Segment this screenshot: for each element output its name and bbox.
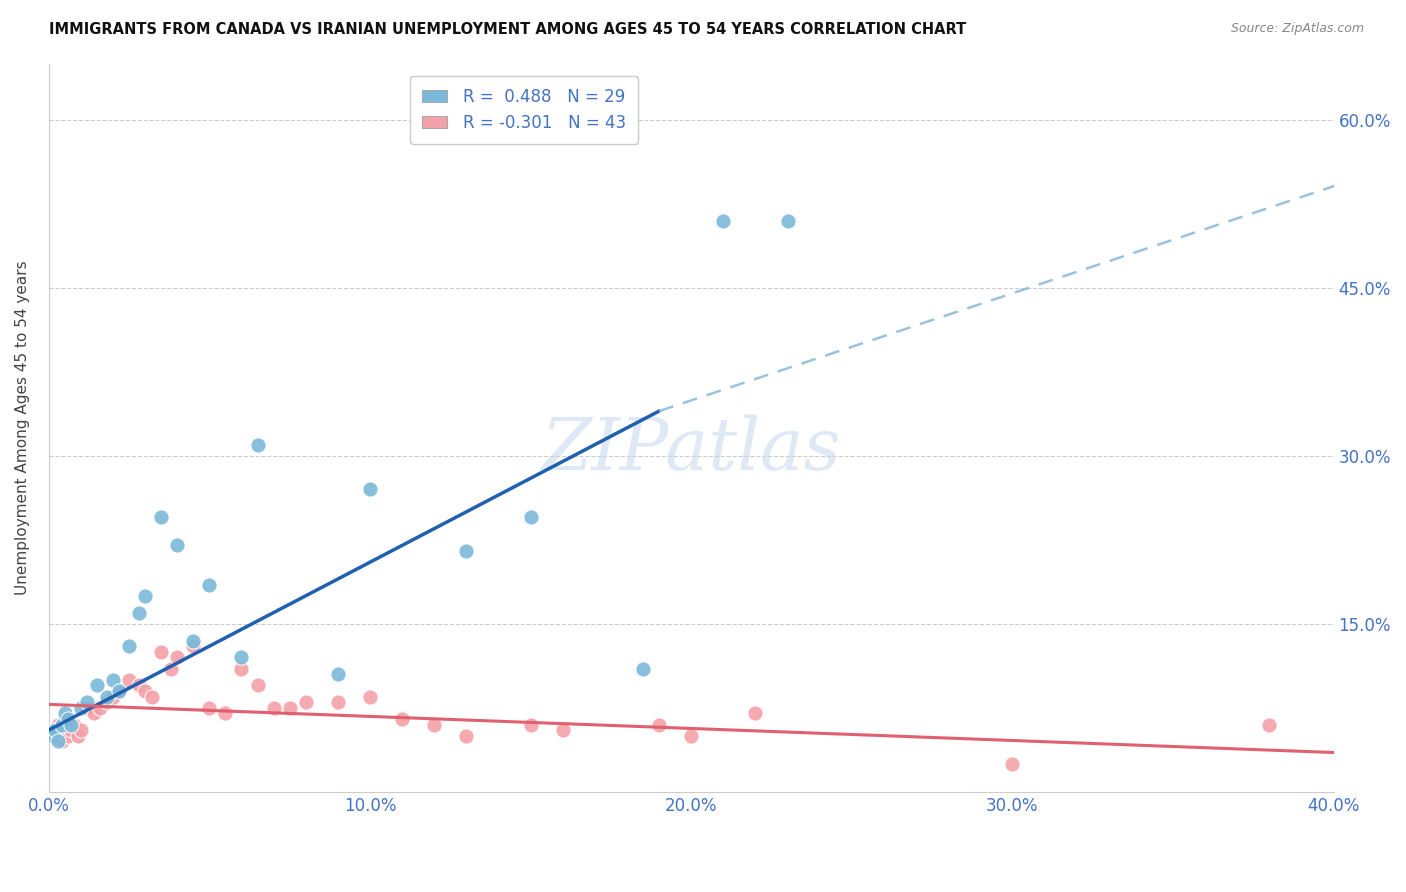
- Point: [53, 706, 76, 721]
- Point: [56, 729, 79, 743]
- Text: IMMIGRANTS FROM CANADA VS IRANIAN UNEMPLOYMENT AMONG AGES 45 TO 54 YEARS CORRELA: IMMIGRANTS FROM CANADA VS IRANIAN UNEMPL…: [49, 22, 966, 37]
- Legend: R =  0.488   N = 29, R = -0.301   N = 43: R = 0.488 N = 29, R = -0.301 N = 43: [411, 76, 638, 144]
- Point: [86, 678, 108, 692]
- Point: [423, 717, 446, 731]
- Point: [551, 723, 574, 738]
- Point: [101, 673, 124, 687]
- Point: [681, 729, 703, 743]
- Point: [118, 639, 141, 653]
- Point: [278, 700, 301, 714]
- Point: [44, 723, 66, 738]
- Point: [456, 544, 478, 558]
- Point: [53, 712, 76, 726]
- Point: [198, 577, 221, 591]
- Point: [519, 510, 541, 524]
- Point: [231, 662, 253, 676]
- Point: [41, 729, 63, 743]
- Point: [1258, 717, 1281, 731]
- Y-axis label: Unemployment Among Ages 45 to 54 years: Unemployment Among Ages 45 to 54 years: [15, 260, 30, 595]
- Point: [128, 606, 150, 620]
- Point: [134, 589, 156, 603]
- Point: [263, 700, 285, 714]
- Point: [66, 729, 89, 743]
- Point: [1001, 756, 1024, 771]
- Point: [181, 633, 204, 648]
- Point: [108, 684, 131, 698]
- Point: [150, 510, 173, 524]
- Point: [246, 438, 269, 452]
- Point: [166, 538, 188, 552]
- Point: [48, 717, 70, 731]
- Point: [198, 700, 221, 714]
- Point: [141, 690, 163, 704]
- Point: [214, 706, 236, 721]
- Point: [134, 684, 156, 698]
- Point: [159, 662, 181, 676]
- Point: [648, 717, 671, 731]
- Point: [70, 723, 93, 738]
- Point: [744, 706, 766, 721]
- Point: [150, 645, 173, 659]
- Point: [83, 706, 105, 721]
- Point: [96, 690, 118, 704]
- Point: [63, 717, 86, 731]
- Point: [41, 729, 63, 743]
- Point: [44, 723, 66, 738]
- Point: [56, 712, 79, 726]
- Point: [166, 650, 188, 665]
- Point: [89, 700, 111, 714]
- Point: [631, 662, 654, 676]
- Point: [359, 690, 381, 704]
- Point: [776, 214, 799, 228]
- Point: [294, 695, 316, 709]
- Text: ZIPatlas: ZIPatlas: [541, 415, 841, 485]
- Point: [326, 695, 349, 709]
- Point: [48, 734, 70, 748]
- Point: [246, 678, 269, 692]
- Point: [456, 729, 478, 743]
- Point: [96, 695, 118, 709]
- Point: [711, 214, 734, 228]
- Point: [359, 483, 381, 497]
- Point: [51, 734, 73, 748]
- Point: [101, 690, 124, 704]
- Point: [391, 712, 413, 726]
- Point: [118, 673, 141, 687]
- Point: [70, 700, 93, 714]
- Point: [60, 717, 83, 731]
- Point: [108, 684, 131, 698]
- Point: [60, 723, 83, 738]
- Point: [326, 667, 349, 681]
- Point: [181, 639, 204, 653]
- Point: [519, 717, 541, 731]
- Point: [128, 678, 150, 692]
- Text: Source: ZipAtlas.com: Source: ZipAtlas.com: [1230, 22, 1364, 36]
- Point: [51, 717, 73, 731]
- Point: [76, 700, 98, 714]
- Point: [76, 695, 98, 709]
- Point: [231, 650, 253, 665]
